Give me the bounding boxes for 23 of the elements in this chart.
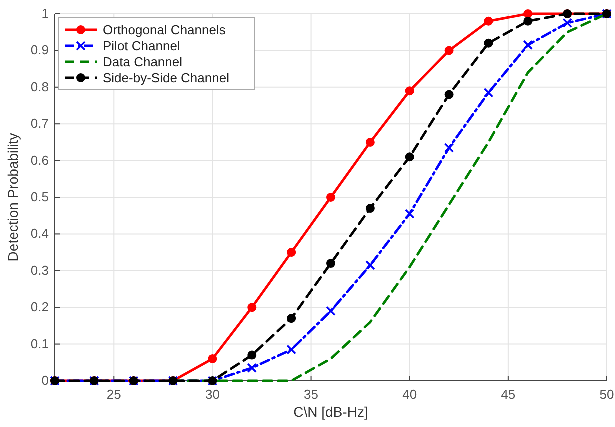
y-tick-label: 0 <box>42 373 49 388</box>
x-tick-label: 25 <box>106 387 122 402</box>
x-tick-label: 40 <box>402 387 418 402</box>
x-tick-label: 35 <box>304 387 319 402</box>
y-tick-label: 0.1 <box>30 336 49 352</box>
y-tick-label: 0.5 <box>30 190 49 204</box>
x-tick-label: 45 <box>501 387 516 402</box>
legend-label: Data Channel <box>103 54 183 70</box>
y-tick-label: 0.7 <box>30 116 49 132</box>
x-axis-title: C\N [dB-Hz] <box>294 404 368 420</box>
legend-label: Side-by-Side Channel <box>103 70 230 86</box>
x-tick-label: 50 <box>600 387 614 402</box>
legend-label: Pilot Channel <box>103 38 180 54</box>
y-tick-label: 1 <box>42 6 49 21</box>
legend-label: Orthogonal Channels <box>103 22 226 38</box>
y-tick-label: 0.8 <box>30 79 49 94</box>
y-tick-label: 0.4 <box>30 226 49 242</box>
y-axis-title: Detection Probability <box>5 133 21 262</box>
y-tick-label: 0.2 <box>30 300 49 315</box>
y-tick-label: 0.6 <box>30 152 49 168</box>
y-tick-label: 0.3 <box>30 262 49 278</box>
y-tick-label: 0.9 <box>30 42 49 58</box>
x-tick-label: 30 <box>205 387 220 402</box>
